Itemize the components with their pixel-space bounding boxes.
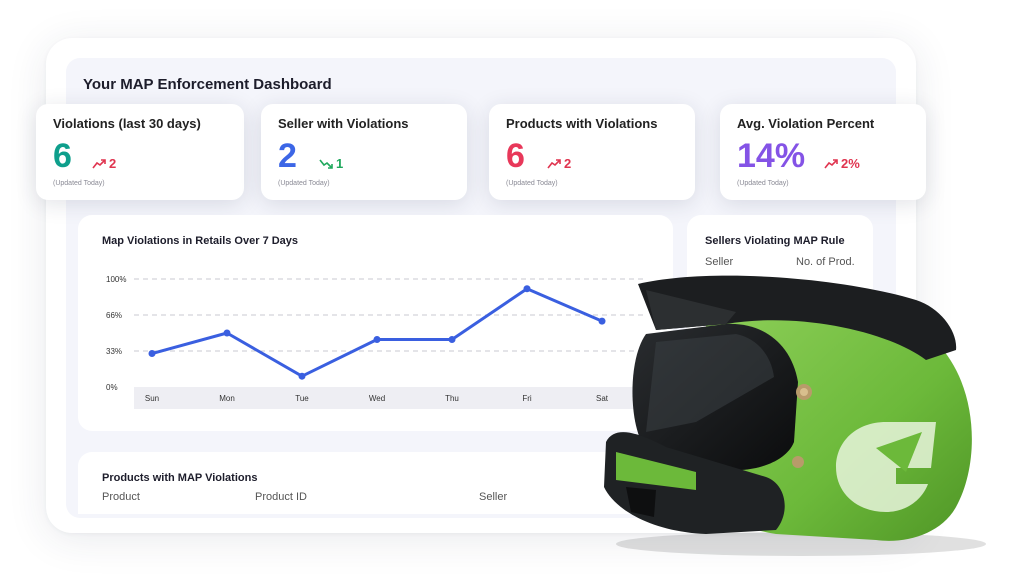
x-tick-label: Sun [145, 394, 159, 403]
stat-updated: (Updated Today) [506, 180, 558, 187]
stat-card-products[interactable]: Products with Violations 6 2 (Updated To… [489, 104, 695, 200]
products-panel: Products with MAP Violations Product Pro… [78, 452, 673, 514]
trend-up-icon [92, 158, 106, 168]
trend-up-icon [547, 158, 561, 168]
trend-down-icon [319, 159, 333, 169]
column-header-no-of-prod[interactable]: No. of Prod. [796, 256, 855, 268]
x-tick-label: Thu [445, 394, 459, 403]
data-point[interactable] [448, 335, 456, 343]
x-axis-band [134, 387, 643, 409]
stat-title: Violations (last 30 days) [53, 116, 201, 131]
stat-change-value: 2% [841, 156, 860, 171]
trend-up-icon [824, 158, 838, 168]
data-point[interactable] [523, 285, 531, 293]
stat-change: 2 [547, 156, 571, 171]
data-point[interactable] [223, 329, 231, 337]
chart-panel: Map Violations in Retails Over 7 Days 0%… [78, 215, 673, 431]
line-chart: 0% 33% 66% 100% Sun Mon Tue Wed Thu Fri Sat [106, 275, 643, 409]
stat-value: 14% [737, 137, 806, 175]
stat-change-value: 2 [564, 156, 572, 171]
chart-title: Map Violations in Retails Over 7 Days [102, 235, 299, 247]
stat-card-avg-percent[interactable]: Avg. Violation Percent 14% 2% (Updated T… [720, 104, 926, 200]
series-line [151, 287, 603, 378]
data-point[interactable] [298, 372, 306, 380]
stat-value: 6 [506, 137, 525, 175]
x-tick-label: Sat [596, 394, 609, 403]
stat-change: 2 [92, 156, 116, 171]
x-tick-label: Wed [369, 394, 385, 403]
y-tick-label: 100% [106, 275, 126, 284]
stat-change-value: 1 [336, 156, 344, 171]
stat-updated: (Updated Today) [278, 180, 330, 187]
y-tick-label: 66% [106, 311, 122, 320]
column-header-product-id[interactable]: Product ID [255, 491, 307, 503]
stat-change: 2% [824, 156, 860, 171]
stat-card-violations[interactable]: Violations (last 30 days) 6 2 (Updated T… [36, 104, 244, 200]
data-point[interactable] [598, 317, 606, 325]
x-tick-label: Fri [522, 394, 532, 403]
column-header-seller[interactable]: Seller [705, 256, 734, 268]
y-tick-label: 33% [106, 347, 122, 356]
x-tick-label: Mon [219, 394, 235, 403]
stat-title: Seller with Violations [278, 116, 409, 131]
products-title: Products with MAP Violations [102, 472, 258, 484]
stat-updated: (Updated Today) [53, 180, 105, 187]
x-tick-label: Tue [295, 394, 309, 403]
motorcycle-helmet-image [604, 275, 986, 556]
stat-updated: (Updated Today) [737, 180, 789, 187]
column-header-product[interactable]: Product [102, 491, 140, 503]
data-point[interactable] [373, 335, 381, 343]
data-point[interactable] [148, 350, 156, 358]
column-header-seller[interactable]: Seller [479, 491, 508, 503]
stat-title: Avg. Violation Percent [737, 116, 875, 131]
stat-value: 2 [278, 137, 297, 175]
stat-card-sellers[interactable]: Seller with Violations 2 1 (Updated Toda… [261, 104, 467, 200]
stat-change: 1 [319, 156, 343, 171]
stat-value: 6 [53, 137, 72, 175]
stat-title: Products with Violations [506, 116, 658, 131]
sellers-title: Sellers Violating MAP Rule [705, 235, 845, 247]
y-tick-label: 0% [106, 383, 118, 392]
dashboard-title: Your MAP Enforcement Dashboard [83, 76, 332, 93]
stat-change-value: 2 [109, 156, 117, 171]
